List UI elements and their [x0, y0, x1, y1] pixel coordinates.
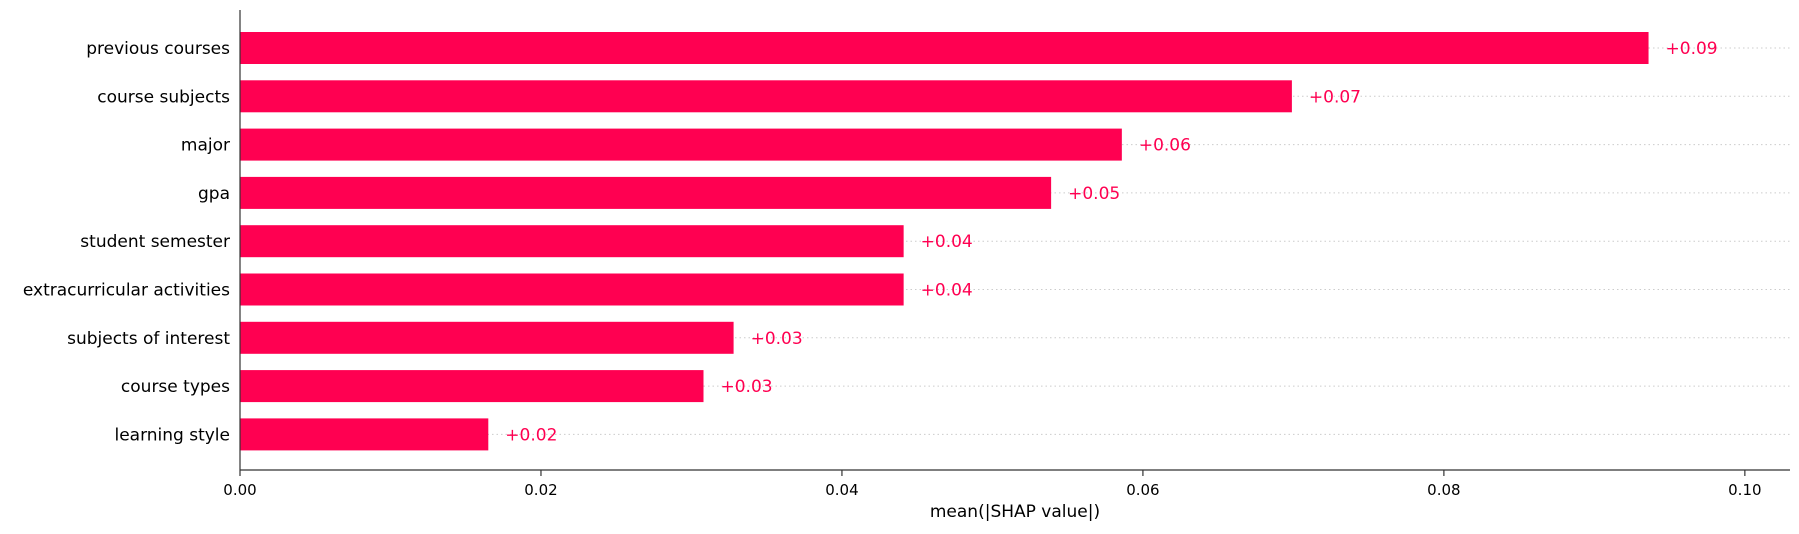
bar-value-label: +0.02	[505, 425, 557, 445]
category-label: learning style	[114, 425, 230, 445]
category-label: subjects of interest	[67, 329, 230, 349]
category-label: major	[181, 136, 230, 156]
bar-value-label: +0.04	[921, 281, 973, 301]
category-labels: previous courses course subjects major gpa s…	[23, 39, 230, 445]
bar	[240, 418, 489, 451]
bar-value-label: +0.04	[921, 232, 973, 252]
category-label: gpa	[198, 184, 230, 204]
bars-group	[240, 32, 1649, 451]
bar	[240, 128, 1122, 161]
bar	[240, 176, 1052, 209]
bar	[240, 80, 1292, 113]
bar	[240, 321, 734, 354]
bar-value-label: +0.09	[1666, 39, 1718, 59]
x-axis-ticks: 0.00 0.02 0.04 0.06 0.08 0.10	[223, 470, 1762, 499]
x-tick-label: 0.08	[1427, 481, 1460, 499]
x-tick-label: 0.00	[223, 481, 256, 499]
x-axis-label: mean(|SHAP value|)	[930, 502, 1100, 522]
bar	[240, 225, 904, 258]
bar-value-label: +0.03	[751, 329, 803, 349]
bar-value-labels: +0.09 +0.07 +0.06 +0.05 +0.04 +0.04 +0.03 +0.03…	[505, 39, 1717, 445]
bar-value-label: +0.06	[1139, 136, 1191, 156]
bar-value-label: +0.03	[720, 377, 772, 397]
x-tick-label: 0.02	[524, 481, 557, 499]
x-tick-label: 0.06	[1126, 481, 1159, 499]
category-label: student semester	[80, 232, 230, 252]
bar-value-label: +0.07	[1309, 87, 1361, 107]
category-label: extracurricular activities	[23, 281, 230, 301]
category-label: course types	[121, 377, 230, 397]
x-tick-label: 0.04	[825, 481, 858, 499]
category-label: course subjects	[97, 87, 230, 107]
x-tick-label: 0.10	[1728, 481, 1761, 499]
bar	[240, 273, 904, 306]
bar	[240, 370, 704, 403]
bar-value-label: +0.05	[1068, 184, 1120, 204]
category-label: previous courses	[86, 39, 230, 59]
bar	[240, 32, 1649, 64]
